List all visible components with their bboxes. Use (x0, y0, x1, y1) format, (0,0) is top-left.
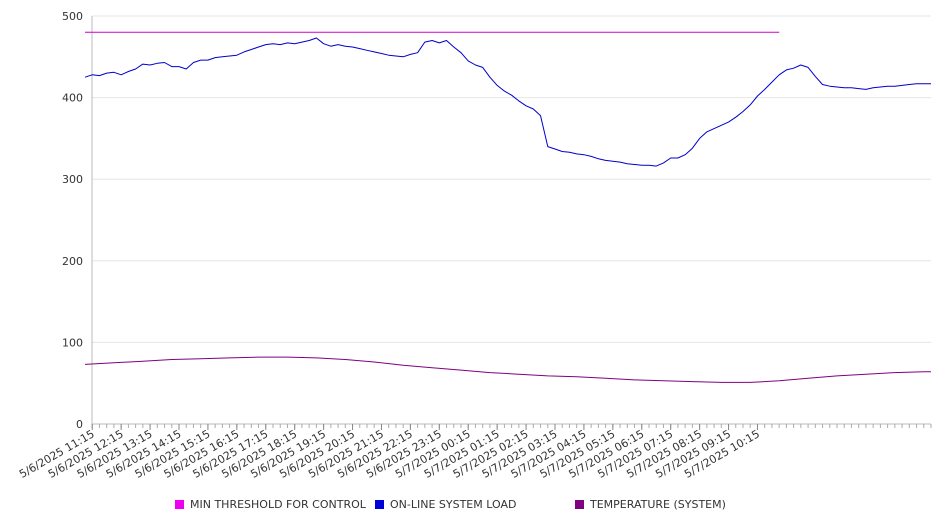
y-tick-label: 400 (62, 92, 83, 105)
y-tick-label: 100 (62, 336, 83, 349)
x-axis: 5/6/2025 11:155/6/2025 12:155/6/2025 13:… (17, 423, 932, 481)
legend-label-temperature: TEMPERATURE (SYSTEM) (590, 498, 726, 511)
series-line-temperature-system (84, 356, 931, 383)
series-line-on-line-system-load (84, 37, 931, 167)
legend-item-min-threshold[interactable]: MIN THRESHOLD FOR CONTROL (175, 498, 366, 511)
y-tick-label: 200 (62, 255, 83, 268)
y-tick-label: 0 (76, 418, 83, 431)
y-tick-label: 300 (62, 173, 83, 186)
legend-swatch-temperature (575, 500, 584, 509)
legend-item-system-load[interactable]: ON-LINE SYSTEM LOAD (375, 498, 516, 511)
legend: MIN THRESHOLD FOR CONTROL ON-LINE SYSTEM… (0, 498, 946, 518)
legend-swatch-min-threshold (175, 500, 184, 509)
legend-swatch-system-load (375, 500, 384, 509)
gridlines (92, 15, 931, 343)
legend-label-min-threshold: MIN THRESHOLD FOR CONTROL (190, 498, 366, 511)
series-lines (84, 31, 931, 383)
y-tick-label: 500 (62, 10, 83, 23)
y-axis: 0 100 200 300 400 500 (62, 10, 93, 431)
legend-label-system-load: ON-LINE SYSTEM LOAD (390, 498, 517, 511)
legend-item-temperature[interactable]: TEMPERATURE (SYSTEM) (575, 498, 726, 511)
